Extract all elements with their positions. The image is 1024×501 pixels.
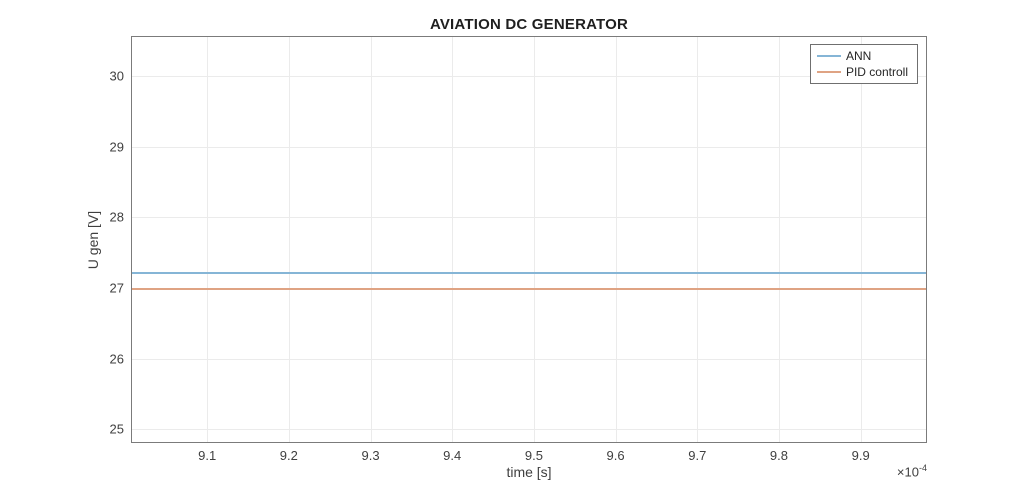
y-tick-label: 27 [109, 280, 124, 296]
y-tick-label: 25 [109, 421, 124, 437]
gridline-vertical [697, 37, 699, 442]
x-tick-label: 9.4 [443, 448, 462, 463]
series-line-pid-controll [132, 287, 926, 290]
gridline-vertical [370, 37, 372, 442]
gridline-horizontal [132, 429, 926, 431]
x-tick-label: 9.1 [198, 448, 217, 463]
y-tick-label: 28 [109, 209, 124, 225]
gridline-vertical [778, 37, 780, 442]
axis-offset-label: ×10-4 [897, 463, 927, 479]
y-tick-label: 30 [109, 68, 124, 84]
y-tick-label: 29 [109, 139, 124, 155]
x-tick-label: 9.3 [361, 448, 380, 463]
gridline-vertical [207, 37, 209, 442]
axis-offset-exponent: -4 [918, 463, 927, 473]
legend: ANN PID controll [809, 44, 918, 84]
chart-title: AVIATION DC GENERATOR [429, 16, 629, 33]
plot-area: 30 29 28 27 26 25 9.9 9.8 9.7 9.6 9.5 9.4 9.3 9.2 9.1 … [110, 36, 927, 463]
legend-line-sample-pid [816, 71, 841, 73]
gridline-vertical [533, 37, 535, 442]
x-tick-label: 9.9 [851, 448, 870, 463]
x-tick-label: 9.7 [688, 448, 707, 463]
gridline-vertical [615, 37, 617, 442]
series-line-ann [132, 272, 926, 274]
legend-line-sample-ann [816, 55, 841, 57]
axis-offset-base: ×10 [896, 464, 919, 480]
legend-item-ann: ANN [816, 49, 908, 63]
x-tick-label: 9.8 [769, 448, 788, 463]
gridline-vertical [288, 37, 290, 442]
legend-label-ann: ANN [845, 49, 872, 63]
x-tick-label: 9.5 [524, 448, 543, 463]
x-tick-label: 9.2 [279, 448, 298, 463]
gridline-horizontal [132, 217, 926, 219]
legend-item-pid: PID controll [816, 65, 908, 79]
x-axis-label: time [s] [506, 464, 552, 480]
gridline-vertical [860, 37, 862, 442]
x-tick-label: 9.6 [606, 448, 625, 463]
gridline-horizontal [132, 358, 926, 360]
gridline-horizontal [132, 146, 926, 148]
gridline-vertical [452, 37, 454, 442]
y-tick-label: 26 [109, 351, 124, 367]
gridline-horizontal [132, 75, 926, 77]
legend-label-pid: PID controll [845, 65, 908, 79]
y-axis-label: U gen [V] [85, 210, 101, 270]
